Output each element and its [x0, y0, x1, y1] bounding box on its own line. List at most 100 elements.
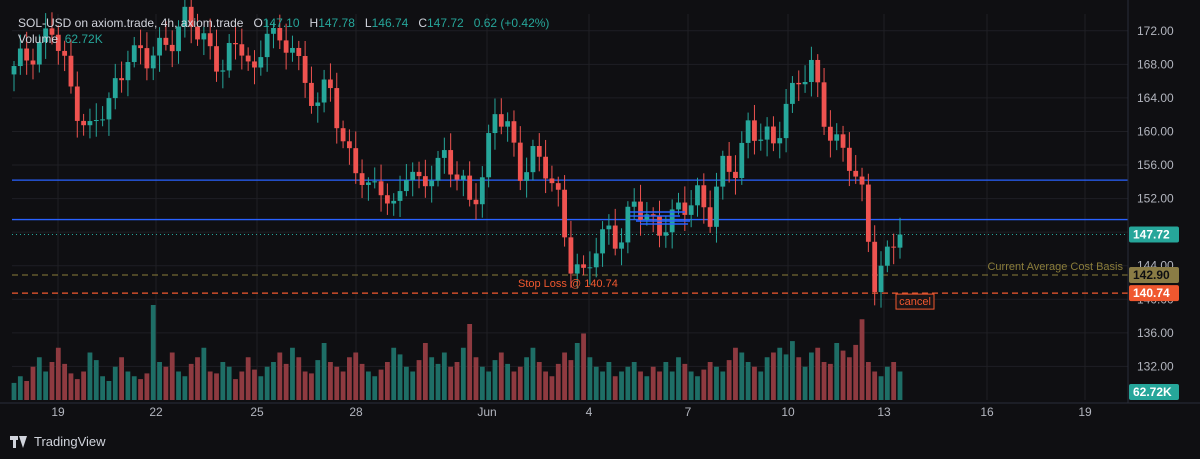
- candle-body: [619, 242, 624, 249]
- candle-body: [384, 195, 390, 204]
- volume-bar: [612, 376, 618, 400]
- candle-body: [834, 134, 840, 141]
- candle-body: [726, 155, 732, 172]
- volume-bar: [271, 362, 276, 400]
- candle-body: [220, 70, 226, 72]
- volume-bar: [524, 357, 530, 400]
- candle-body: [429, 180, 435, 187]
- time-tick-label: 25: [250, 405, 264, 419]
- volume-bar: [176, 371, 181, 400]
- volume-bar: [657, 371, 662, 400]
- volume-bar: [467, 324, 473, 400]
- volume-bars: [11, 305, 903, 400]
- volume-bar: [745, 362, 751, 400]
- candle-body: [366, 182, 371, 185]
- candle-body: [397, 191, 403, 201]
- volume-bar: [473, 357, 479, 400]
- volume-bar: [606, 362, 612, 400]
- volume-bar: [460, 347, 466, 400]
- last-price-label-bg: [1129, 226, 1179, 243]
- volume-bar: [163, 366, 169, 400]
- candle-body: [771, 126, 776, 144]
- candle-body: [169, 44, 175, 52]
- cancel-button-label[interactable]: cancel: [899, 296, 931, 308]
- price-tick-label: 156.00: [1137, 158, 1174, 172]
- candle-body: [733, 171, 738, 178]
- symbol-title: SOL-USD on axiom.trade, 4h, axiom.trade: [18, 16, 244, 30]
- volume-bar: [758, 371, 764, 400]
- volume-bar: [201, 347, 207, 400]
- candle-body: [543, 156, 548, 179]
- candle-body: [144, 48, 150, 69]
- candle-body: [846, 147, 852, 171]
- candle-body: [745, 120, 751, 143]
- candle-body: [505, 121, 511, 127]
- volume-bar: [714, 366, 719, 400]
- volume-bar: [384, 362, 390, 400]
- volume-bar: [517, 366, 523, 400]
- cancel-button[interactable]: [895, 293, 935, 310]
- volume-bar: [587, 357, 593, 400]
- volume-bar: [309, 373, 314, 400]
- candle-body: [340, 128, 346, 142]
- candle-body: [758, 139, 764, 141]
- close-label: C: [418, 16, 427, 30]
- candle-body: [872, 241, 878, 293]
- time-tick-label: Jun: [477, 405, 496, 419]
- candle-body: [492, 114, 498, 134]
- candle-body: [328, 79, 333, 89]
- volume-bar: [138, 379, 143, 400]
- candle-body: [865, 184, 871, 242]
- low-label: L: [364, 16, 372, 30]
- candle-body: [878, 265, 884, 293]
- horizontal-levels[interactable]: [12, 179, 1128, 294]
- candle-body: [214, 46, 219, 72]
- price-axis[interactable]: 172.00168.00164.00160.00156.00152.00148.…: [1127, 0, 1179, 403]
- candle-body: [391, 200, 397, 204]
- volume-bar: [441, 352, 447, 400]
- volume-bar: [701, 369, 707, 400]
- volume-bar: [43, 371, 49, 400]
- volume-bar: [486, 371, 492, 400]
- symbol-legend: SOL-USD on axiom.trade, 4h, axiom.trade …: [18, 16, 549, 30]
- candle-body: [650, 214, 656, 216]
- tradingview-brand[interactable]: TradingView: [10, 434, 106, 449]
- volume-bar: [372, 376, 378, 400]
- candle-body: [435, 157, 441, 181]
- volume-bar: [796, 357, 802, 400]
- candle-body: [24, 48, 30, 61]
- candle-body: [315, 102, 321, 106]
- candle-body: [783, 103, 789, 139]
- stop-loss-label: 140.74: [1133, 286, 1170, 300]
- volume-bar: [30, 366, 36, 400]
- candle-body: [612, 225, 618, 249]
- time-axis[interactable]: 19 22 25 28 Jun 4 7 10 13 16 19: [0, 402, 1200, 419]
- volume-bar: [157, 362, 162, 400]
- time-tick-label: 19: [1078, 405, 1092, 419]
- candle-body: [790, 82, 795, 104]
- candle-body: [125, 62, 131, 81]
- volume-bar: [125, 371, 131, 400]
- volume-bar: [669, 371, 675, 400]
- volume-bar: [403, 366, 409, 400]
- order-overlays[interactable]: Current Average Cost Basis Stop Loss @ 14…: [518, 211, 1123, 310]
- volume-bar: [68, 373, 74, 400]
- volume-bar: [695, 376, 700, 400]
- candle-body: [100, 119, 105, 121]
- volume-bar: [233, 379, 238, 400]
- volume-bar: [182, 376, 188, 400]
- volume-bar: [220, 362, 226, 400]
- candle-body: [353, 148, 359, 174]
- volume-bar: [334, 366, 340, 400]
- volume-bar: [764, 357, 770, 400]
- candle-body: [11, 66, 17, 75]
- volume-bar: [726, 360, 732, 400]
- volume-bar: [328, 362, 333, 400]
- candle-body: [764, 126, 770, 140]
- time-tick-label: 10: [781, 405, 795, 419]
- candle-body: [657, 215, 662, 236]
- candle-body: [233, 43, 238, 45]
- volume-bar: [391, 347, 397, 400]
- volume-bar: [321, 343, 327, 400]
